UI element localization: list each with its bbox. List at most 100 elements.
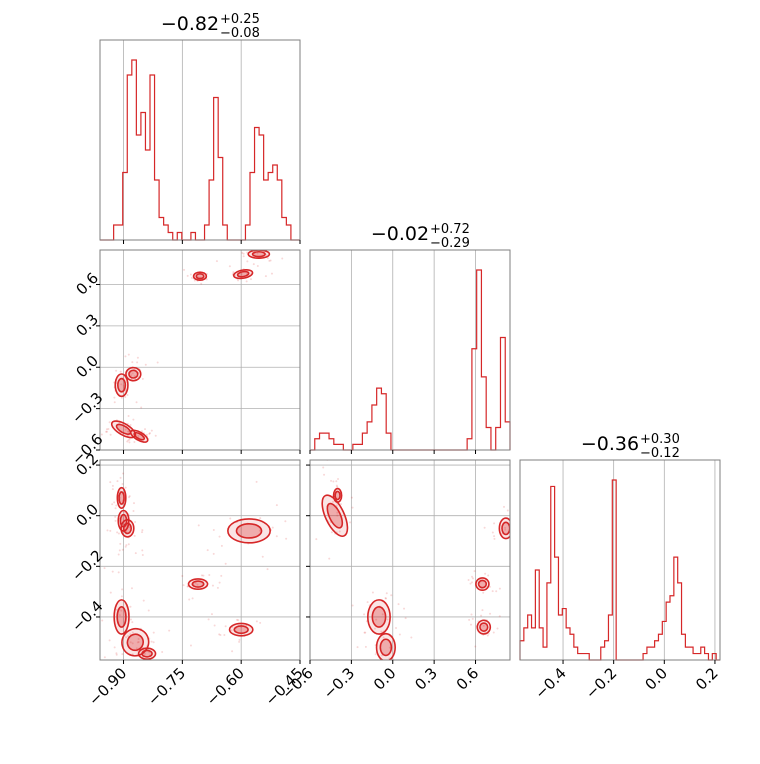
panel-0-2-xtick-label: −0.75: [144, 664, 189, 709]
panel-1-2-sample-point: [468, 618, 471, 621]
panel-1-2-sample-point: [514, 518, 516, 520]
panel-0-1-sample-point: [115, 369, 118, 372]
panel-0-1-ytick-label: −0.3: [68, 389, 106, 427]
panel-0-2-sample-point: [212, 552, 215, 555]
panel-0-1-sample-point: [120, 396, 123, 399]
panel-0-2-xtick-label: −0.60: [203, 664, 248, 709]
panel-1-2-sample-point: [470, 623, 473, 626]
panel-0-2-contour-inner: [116, 606, 127, 628]
panel-0-2-sample-point: [113, 646, 116, 649]
panel-0-1-sample-point: [131, 361, 134, 364]
panel-0-1-sample-point: [127, 430, 130, 433]
panel-0-2-sample-point: [122, 472, 125, 475]
panel-0-2-sample-point: [134, 552, 137, 555]
panel-0-2-sample-point: [106, 529, 109, 532]
panel-0-2-sample-point: [208, 573, 211, 576]
panel-0-1-sample-point: [133, 375, 136, 378]
panel-0-2-sample-point: [197, 524, 200, 527]
panel-0-2-contour-outer: [228, 622, 254, 637]
panel-1-2-sample-point: [322, 466, 325, 469]
panel-0-2-sample-point: [117, 532, 120, 535]
panel-0-1-sample-point: [215, 260, 218, 263]
panel-1-2-contour-inner: [326, 502, 344, 529]
panel-1-2-sample-point: [375, 663, 377, 665]
panel-1-2-contour-outer: [366, 599, 391, 635]
panel-0-2-sample-point: [255, 620, 258, 623]
hist-1-title-minus: −0.29: [430, 236, 470, 251]
panel-1-2-sample-point: [403, 607, 406, 610]
hist-0-grid: [123, 40, 242, 240]
panel-1-2-layer: [304, 455, 517, 668]
panel-1-2-sample-point: [487, 574, 490, 577]
panel-1-2-sample-point: [391, 666, 393, 668]
panel-0-2-sample-point: [142, 599, 145, 602]
panel-1-2-sample-point: [515, 515, 517, 517]
hist-1-grid: [350, 250, 476, 450]
panel-0-1-sample-point: [267, 246, 269, 248]
panel-0-2-sample-point: [220, 574, 223, 577]
hist-2-title-median: −0.36: [581, 433, 639, 455]
panel-1-2-sample-point: [384, 597, 387, 600]
panel-0-1-sample-point: [270, 272, 273, 275]
panel-0-2-sample-point: [125, 544, 128, 547]
panel-1-2-sample-point: [304, 501, 306, 503]
panel-0-2-sample-point: [186, 585, 189, 588]
panel-0-2-sample-point: [194, 581, 197, 584]
panel-0-2-sample-point: [191, 597, 194, 600]
panel-0-2-sample-point: [141, 663, 143, 665]
panel-0-1-sample-point: [127, 439, 130, 442]
panel-0-2-frame: [99, 459, 301, 661]
panel-1-2-contour-outer: [375, 632, 396, 660]
hist-0-step: [100, 59, 300, 241]
panel-1-2-sample-point: [515, 523, 517, 525]
panel-0-2-sample-point: [109, 529, 112, 532]
panel-1-2-sample-point: [473, 570, 476, 573]
panel-1-2-sample-point: [511, 509, 513, 511]
panel-1-2-sample-point: [398, 633, 401, 636]
panel-1-2-sample-point: [330, 479, 333, 482]
panel-1-2-sample-point: [480, 614, 483, 617]
panel-1-2-frame: [309, 459, 511, 661]
panel-1-2-sample-point: [496, 627, 499, 630]
panel-1-2-sample-point: [514, 533, 516, 535]
panel-0-2-sample-point: [206, 549, 209, 552]
panel-0-2-sample-point: [111, 503, 114, 506]
panel-1-2-xtick-label: −0.3: [320, 664, 358, 702]
panel-1-2-contour-inner: [501, 521, 510, 536]
panel-1-2-sample-point: [335, 455, 337, 457]
hist-2-title-plus: +0.30: [640, 432, 680, 447]
panel-0-2-sample-point: [109, 591, 112, 594]
panel-0-2-sample-point: [152, 663, 154, 665]
panel-0-2-contour-inner: [122, 522, 133, 535]
panel-0-2-sample-point: [116, 660, 118, 662]
panel-0-2-sample-point: [216, 586, 219, 589]
panel-0-2-sample-point: [147, 609, 150, 612]
panel-0-2-sample-point: [261, 555, 264, 558]
panel-1-2-sample-point: [495, 590, 498, 593]
panel-1-2-sample-point: [491, 590, 494, 593]
panel-0-1-sample-point: [264, 275, 267, 278]
panel-0-1-sample-point: [154, 434, 157, 437]
panel-0-1-sample-point: [189, 273, 192, 276]
panel-1-2-sample-point: [493, 522, 496, 525]
panel-0-1-sample-point: [105, 428, 108, 431]
panel-1-2-sample-point: [514, 512, 516, 514]
hist-0-frame: [99, 39, 301, 241]
panel-0-2-sample-point: [129, 662, 131, 664]
panel-0-2-contour-inner: [141, 649, 153, 658]
panel-0-1-sample-point: [135, 401, 138, 404]
panel-1-2-contour-inner: [371, 606, 387, 628]
panel-1-2-contour-inner: [479, 622, 489, 632]
hist-2-xtick-label: 0.0: [642, 664, 672, 694]
panel-0-1-sample-point: [183, 268, 186, 271]
panel-1-2-sample-point: [471, 575, 474, 578]
panel-1-2-xtick-label: −0.6: [278, 664, 316, 702]
panel-0-2-sample-point: [120, 609, 123, 612]
panel-0-1-sample-point: [108, 421, 111, 424]
panel-0-2-sample-point: [132, 509, 135, 512]
panel-1-2-sample-point: [481, 609, 484, 612]
panel-0-2-sample-point: [285, 537, 288, 540]
panel-0-1-sample-point: [237, 279, 240, 282]
panel-0-2-sample-point: [218, 535, 221, 538]
